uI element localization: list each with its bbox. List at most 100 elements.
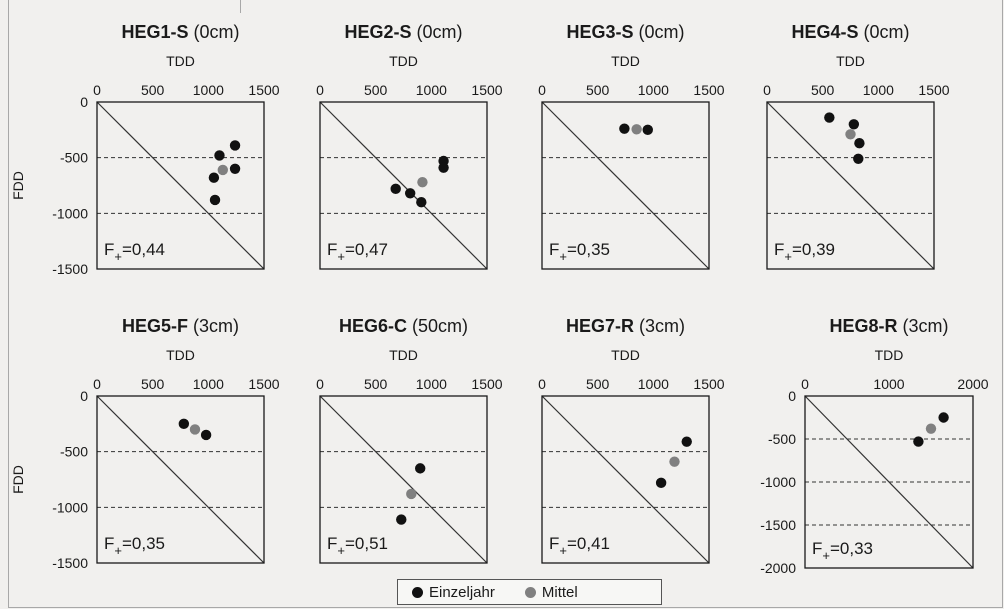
f-value: =0,41: [567, 534, 610, 553]
einzeljahr-point: [655, 477, 667, 489]
legend-item-einzeljahr: Einzeljahr: [412, 584, 495, 601]
x-tick-label: 1500: [471, 82, 502, 98]
y-tick-label: -1500: [52, 261, 88, 277]
panel-title-depth: (3cm): [193, 316, 239, 336]
x-tick-label: 1500: [693, 82, 724, 98]
y-tick-label: -1500: [52, 555, 88, 571]
panel-title-name: HEG3-S: [566, 22, 638, 42]
plot-frame: [541, 395, 710, 564]
einzeljahr-point: [854, 137, 865, 149]
plot-frame: [804, 395, 974, 569]
x-tick-label: 1000: [416, 82, 447, 98]
y-tick-label: 0: [80, 388, 88, 404]
panel-title: HEG2-S (0cm): [344, 22, 462, 42]
x-tick-label: 1500: [248, 82, 279, 98]
x-tick-label: 0: [538, 82, 546, 98]
x-tick-label: 2000: [957, 376, 988, 392]
einzeljahr-point: [416, 197, 427, 208]
x-tick-label: 1000: [193, 82, 224, 98]
mittel-point: [406, 488, 417, 500]
y-axis-label: FDD: [10, 465, 26, 494]
einzeljahr-point: [209, 194, 221, 206]
panel-title-depth: (0cm): [864, 22, 910, 42]
y-axis-label: FDD: [10, 171, 26, 200]
x-tick-label: 1000: [863, 82, 894, 98]
x-tick-label: 1000: [193, 376, 224, 392]
x-axis-label: TDD: [875, 347, 904, 363]
f-value: =0,51: [345, 534, 388, 553]
plot-frame: [541, 101, 710, 270]
plot-frame: [319, 101, 488, 270]
diagonal-line: [96, 101, 265, 270]
x-axis-label: TDD: [166, 347, 195, 363]
f-subscript: +: [784, 249, 792, 264]
x-axis-label: TDD: [611, 53, 640, 69]
x-tick-label: 500: [364, 376, 388, 392]
x-tick-label: 500: [586, 82, 610, 98]
y-tick-label: -500: [60, 150, 88, 166]
x-tick-label: 0: [538, 376, 546, 392]
x-tick-label: 500: [811, 82, 835, 98]
legend-label-mittel: Mittel: [541, 583, 578, 601]
legend-item-mittel: Mittel: [524, 583, 578, 601]
einzeljahr-point: [681, 436, 692, 447]
f-subscript: +: [559, 543, 567, 558]
f-value: =0,35: [122, 534, 165, 553]
panel-title: HEG8-R (3cm): [829, 316, 948, 336]
f-plus-label: F+=0,35: [549, 240, 610, 264]
x-tick-label: 1000: [638, 82, 669, 98]
einzeljahr-point: [913, 436, 924, 447]
f-symbol: F: [812, 539, 822, 558]
einzeljahr-point: [938, 412, 949, 423]
f-value: =0,47: [345, 240, 388, 259]
f-symbol: F: [549, 534, 559, 553]
y-tick-label: -500: [768, 431, 796, 447]
panel-title-depth: (0cm): [417, 22, 463, 42]
x-tick-label: 1000: [416, 376, 447, 392]
einzeljahr-point: [200, 429, 212, 441]
x-tick-label: 1500: [693, 376, 724, 392]
y-tick-label: -1500: [760, 517, 796, 533]
einzeljahr-point: [229, 140, 241, 151]
panel-title: HEG6-C (50cm): [339, 316, 468, 336]
panel-title-name: HEG8-R: [829, 316, 902, 336]
f-symbol: F: [104, 240, 114, 259]
x-tick-label: 0: [763, 82, 771, 98]
f-value: =0,33: [830, 539, 873, 558]
panel-title-depth: (0cm): [194, 22, 240, 42]
plot-frame: [96, 101, 265, 270]
f-symbol: F: [327, 240, 337, 259]
y-tick-label: -1000: [760, 474, 796, 490]
panel-heg5-f: HEG5-F (3cm) TDD 0 500 1000 1500 0 -500 -1000 -15…: [10, 316, 280, 571]
f-plus-label: F+=0,35: [104, 534, 165, 558]
panel-title-name: HEG5-F: [122, 316, 193, 336]
plot-frame: [96, 395, 265, 564]
mittel-point: [217, 164, 229, 176]
panel-title: HEG7-R (3cm): [566, 316, 685, 336]
mittel-point: [417, 176, 428, 188]
legend-label-einzeljahr: Einzeljahr: [429, 583, 495, 601]
einzeljahr-point: [619, 123, 630, 134]
panel-heg3-s: HEG3-S (0cm) TDD 0 500 1000 1500 F+=0,35: [538, 22, 725, 270]
panel-heg4-s: HEG4-S (0cm) TDD 0 500 1000 1500 F+=0,39: [763, 22, 950, 270]
panel-title: HEG1-S (0cm): [121, 22, 239, 42]
mittel-point: [925, 423, 937, 434]
einzeljahr-point: [208, 172, 220, 183]
diagonal-line: [541, 395, 710, 564]
diagonal-line: [804, 395, 974, 569]
f-value: =0,35: [567, 240, 610, 259]
f-subscript: +: [114, 249, 122, 264]
mittel-point: [631, 124, 642, 135]
mittel-point: [189, 424, 201, 435]
panel-title-name: HEG7-R: [566, 316, 639, 336]
f-subscript: +: [337, 543, 345, 558]
figure-frame: [8, 0, 1003, 608]
mittel-point: [845, 129, 856, 140]
x-tick-label: 500: [141, 376, 165, 392]
panel-heg2-s: HEG2-S (0cm) TDD 0 500 1000 1500 F+=0,47: [316, 22, 503, 270]
f-value: =0,39: [792, 240, 835, 259]
plot-frame: [766, 101, 935, 270]
einzeljahr-point: [404, 188, 416, 199]
panel-heg1-s: HEG1-S (0cm) TDD 0 500 1000 1500 0 -500 -1000 -15…: [10, 22, 280, 277]
f-plus-label: F+=0,44: [104, 240, 165, 264]
